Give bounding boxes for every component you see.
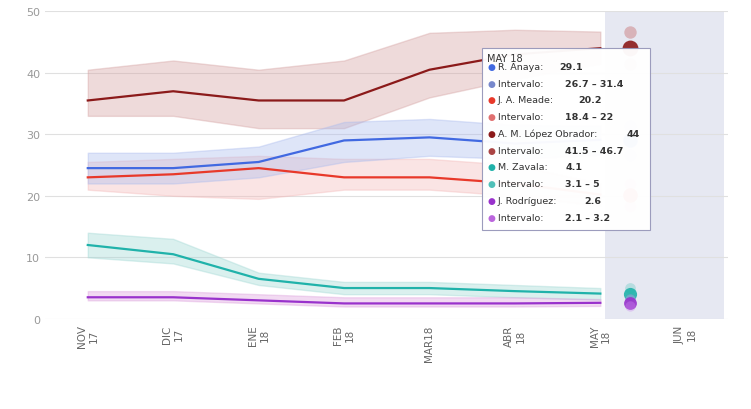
- Text: MAY 18: MAY 18: [487, 54, 523, 64]
- Text: Intervalo:: Intervalo:: [498, 146, 546, 155]
- Point: [624, 296, 636, 303]
- Text: 2.1 – 3.2: 2.1 – 3.2: [566, 213, 611, 222]
- Point: [624, 61, 636, 68]
- Text: 18.4 – 22: 18.4 – 22: [566, 113, 614, 122]
- Text: ●: ●: [487, 79, 496, 88]
- Text: 20.2: 20.2: [578, 96, 602, 105]
- Point: [624, 285, 636, 292]
- Point: [624, 297, 636, 303]
- Text: ●: ●: [487, 163, 496, 172]
- Text: ●: ●: [487, 96, 496, 105]
- Text: ●: ●: [487, 213, 496, 222]
- Text: J. Rodríguez:: J. Rodríguez:: [498, 197, 560, 206]
- Text: 2.6: 2.6: [584, 197, 601, 206]
- Text: 4.1: 4.1: [566, 163, 583, 172]
- Text: 44: 44: [627, 130, 641, 139]
- Text: 29.1: 29.1: [559, 63, 583, 72]
- Text: 26.7 – 31.4: 26.7 – 31.4: [566, 79, 624, 88]
- Point: [624, 303, 636, 310]
- Point: [624, 290, 636, 297]
- Point: [624, 192, 636, 198]
- Text: Intervalo:: Intervalo:: [498, 213, 546, 222]
- Point: [624, 203, 636, 209]
- Text: A. M. López Obrador:: A. M. López Obrador:: [498, 130, 600, 139]
- Text: M. Zavala:: M. Zavala:: [498, 163, 550, 172]
- Text: 3.1 – 5: 3.1 – 5: [566, 180, 600, 189]
- Text: Intervalo:: Intervalo:: [498, 79, 546, 88]
- Text: ●: ●: [487, 113, 496, 122]
- Text: Intervalo:: Intervalo:: [498, 113, 546, 122]
- Text: R. Anaya:: R. Anaya:: [498, 63, 546, 72]
- Text: ●: ●: [487, 146, 496, 155]
- Point: [624, 29, 636, 36]
- Point: [624, 137, 636, 144]
- Point: [624, 152, 636, 159]
- FancyBboxPatch shape: [481, 49, 650, 230]
- Text: ●: ●: [487, 63, 496, 72]
- Text: ●: ●: [487, 130, 496, 139]
- Point: [624, 181, 636, 187]
- Bar: [605, 12, 724, 319]
- Text: ●: ●: [487, 197, 496, 206]
- Text: ●: ●: [487, 180, 496, 189]
- Text: Intervalo:: Intervalo:: [498, 180, 546, 189]
- Point: [624, 123, 636, 130]
- Text: 41.5 – 46.7: 41.5 – 46.7: [566, 146, 624, 155]
- Point: [624, 300, 636, 306]
- Point: [624, 46, 636, 52]
- Text: J. A. Meade:: J. A. Meade:: [498, 96, 557, 105]
